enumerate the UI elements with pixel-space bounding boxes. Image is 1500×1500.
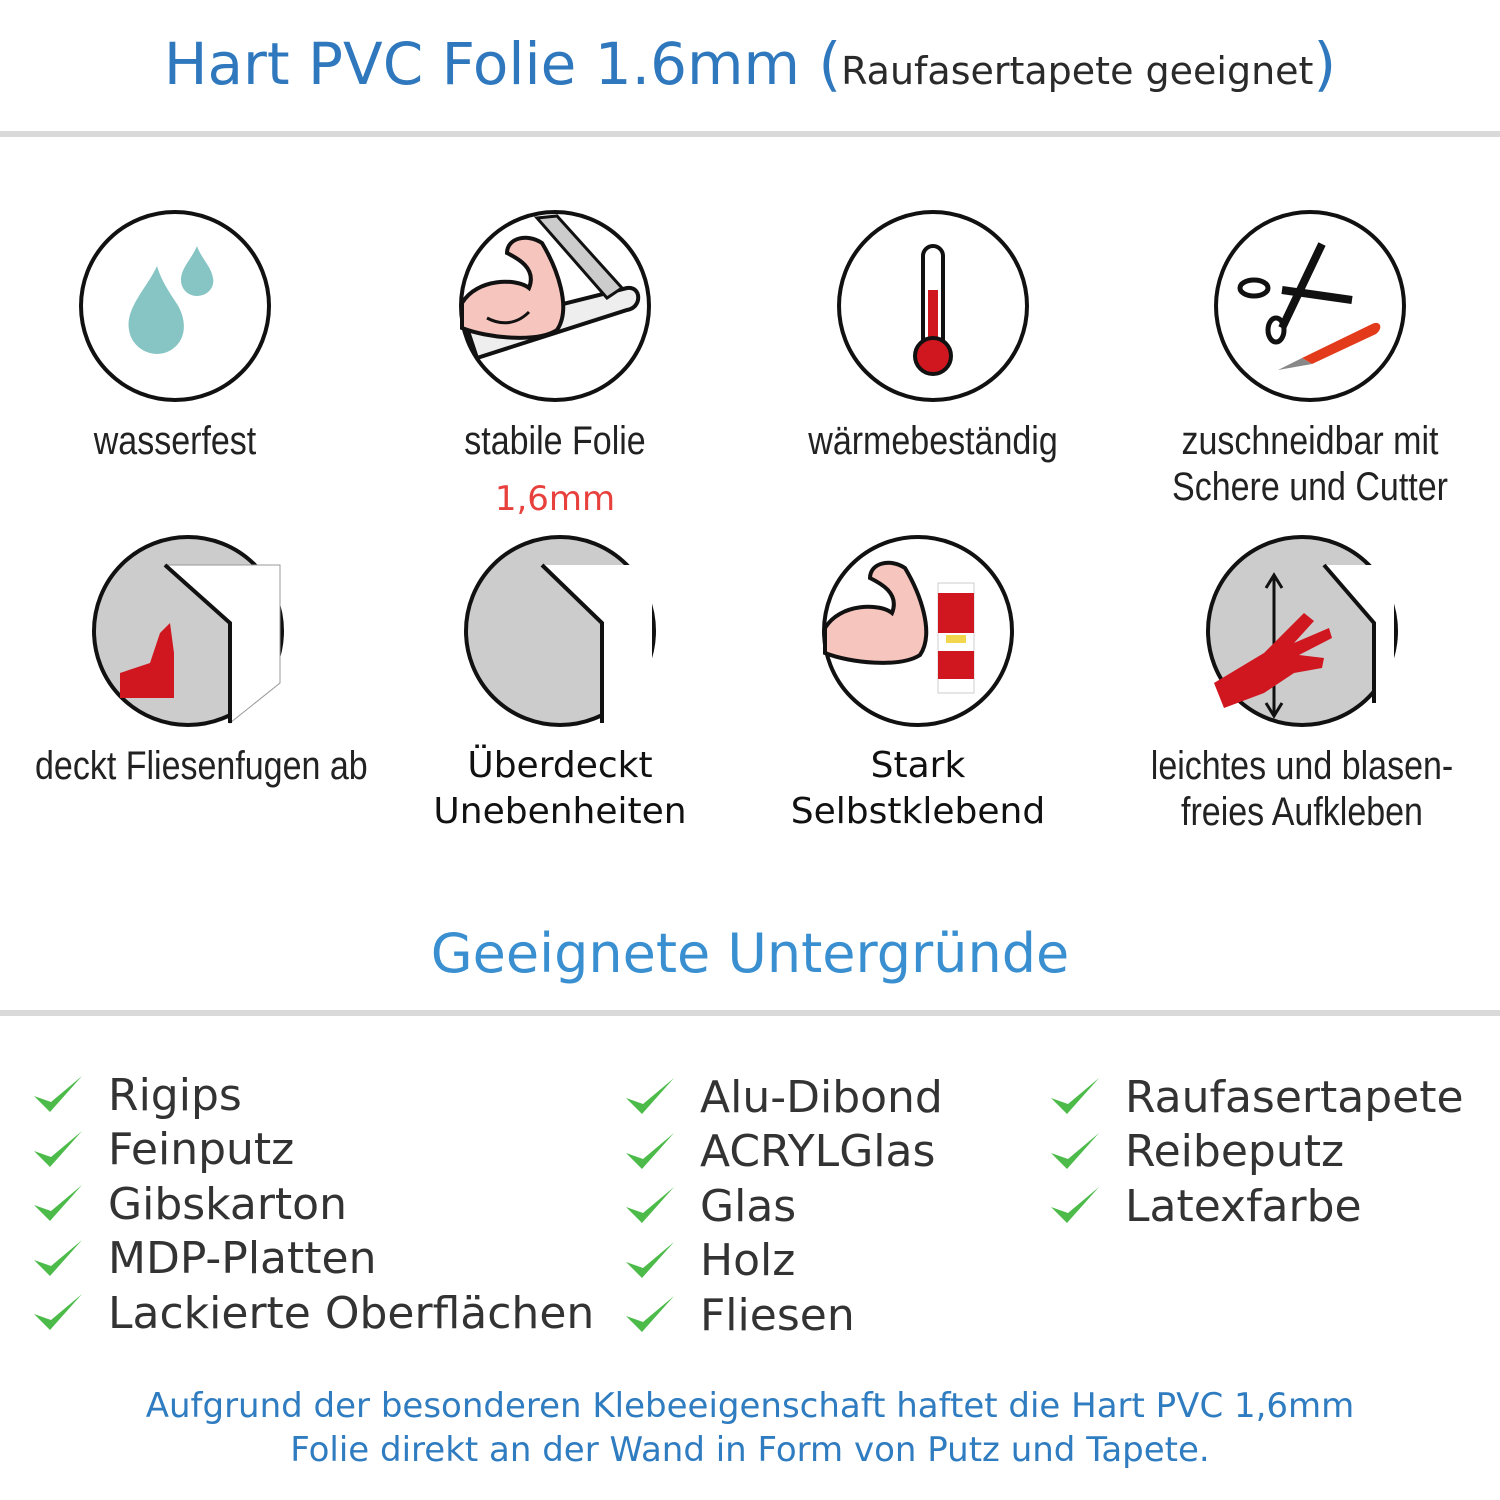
surface-label: Fliesen [700,1289,855,1341]
thermometer-icon [837,210,1029,402]
checkmark-icon [1051,1132,1099,1169]
surface-list-col1: Rigips Feinputz Gibskarton MDP-Platten Lacki… [32,1068,594,1341]
checkmark-icon [34,1185,82,1222]
feature-label: deckt Fliesenfugen ab [35,744,368,788]
paren: ( [818,30,842,98]
feature-label: wasserfest [93,419,257,463]
list-item: Feinputz [32,1123,594,1178]
feature-label: Unebenheiten [433,791,687,832]
feature-unebenheiten: Überdeckt Unebenheiten [380,533,740,835]
feature-label: stabile Folie [464,419,646,463]
surface-label: Feinputz [108,1124,295,1176]
surface-label: Latexfarbe [1125,1180,1362,1232]
list-item: MDP-Platten [32,1232,594,1287]
surface-label: Glas [700,1180,797,1232]
surface-label: MDP-Platten [108,1233,377,1285]
title-main: Hart PVC Folie 1.6mm [163,30,801,98]
checkmark-icon [34,1294,82,1331]
checkmark-icon [626,1187,674,1224]
footer-note: Aufgrund der besonderen Klebeeigenschaft… [0,1384,1500,1472]
strong-arm-glue-icon [822,535,1014,727]
checkmark-icon [626,1296,674,1333]
surface-label: Alu-Dibond [700,1071,943,1123]
feature-label: Schere und Cutter [1172,465,1448,509]
page-title: Hart PVC Folie 1.6mm (Raufasertapete gee… [0,30,1500,98]
strong-arm-foil-icon [459,210,651,402]
surface-label: Gibskarton [108,1178,347,1230]
divider [0,1010,1500,1016]
feature-label: freies Aufkleben [1181,790,1423,834]
foil-corner-icon [464,535,656,727]
list-item: ACRYLGlas [624,1125,943,1180]
list-item: Alu-Dibond [624,1070,943,1125]
checkmark-icon [1051,1078,1099,1115]
divider [0,131,1500,137]
surface-list-col2: Alu-Dibond ACRYLGlas Glas Holz Fliesen [624,1070,943,1343]
feature-stabile-folie: stabile Folie 1,6mm [375,208,735,520]
list-item: Raufasertapete [1049,1070,1464,1125]
list-item: Reibeputz [1049,1125,1464,1180]
hand-smoothing-icon [1206,535,1398,727]
scissors-cutter-icon [1214,210,1406,402]
checkmark-icon [1051,1187,1099,1224]
list-item: Fliesen [624,1288,943,1343]
thickness-note: 1,6mm [494,479,616,519]
feature-waermebestaendig: wärmebeständig [753,208,1113,464]
section-title: Geeignete Untergründe [430,922,1070,985]
feature-zuschneidbar: zuschneidbar mit Schere und Cutter [1130,208,1490,510]
footer-line: Aufgrund der besonderen Klebeeigenschaft… [145,1386,1355,1426]
feature-label: Stark [870,745,966,786]
surface-label: Rigips [108,1069,242,1121]
list-item: Glas [624,1179,943,1234]
feature-selbstklebend: Stark Selbstklebend [738,533,1098,835]
surface-list-col3: Raufasertapete Reibeputz Latexfarbe [1049,1070,1464,1234]
list-item: Gibskarton [32,1177,594,1232]
feature-wasserfest: wasserfest [0,208,355,464]
checkmark-icon [34,1130,82,1167]
surface-label: Reibeputz [1125,1126,1345,1178]
surface-label: Holz [700,1235,796,1287]
list-item: Lackierte Oberflächen [32,1286,594,1341]
footer-line: Folie direkt an der Wand in Form von Put… [290,1430,1210,1470]
checkmark-icon [626,1132,674,1169]
feature-label: leichtes und blasen- [1150,744,1454,788]
feature-label: Selbstklebend [790,791,1046,832]
list-item: Holz [624,1234,943,1289]
title-subtitle: Raufasertapete geeignet [841,49,1314,93]
checkmark-icon [34,1239,82,1276]
surface-label: ACRYLGlas [700,1126,936,1178]
feature-label: Überdeckt [467,745,653,786]
surface-label: Lackierte Oberflächen [108,1287,595,1339]
paren: ) [1313,30,1337,98]
list-item: Rigips [32,1068,594,1123]
checkmark-icon [34,1076,82,1113]
thumbs-up-tiles-icon [92,535,284,727]
surface-label: Raufasertapete [1125,1071,1464,1123]
checkmark-icon [626,1078,674,1115]
feature-label: wärmebeständig [808,419,1058,463]
feature-label: zuschneidbar mit [1181,419,1439,463]
feature-fliesenfugen: deckt Fliesenfugen ab [8,533,368,789]
checkmark-icon [626,1241,674,1278]
feature-aufkleben: leichtes und blasen- freies Aufkleben [1122,533,1482,835]
list-item: Latexfarbe [1049,1179,1464,1234]
water-drops-icon [79,210,271,402]
